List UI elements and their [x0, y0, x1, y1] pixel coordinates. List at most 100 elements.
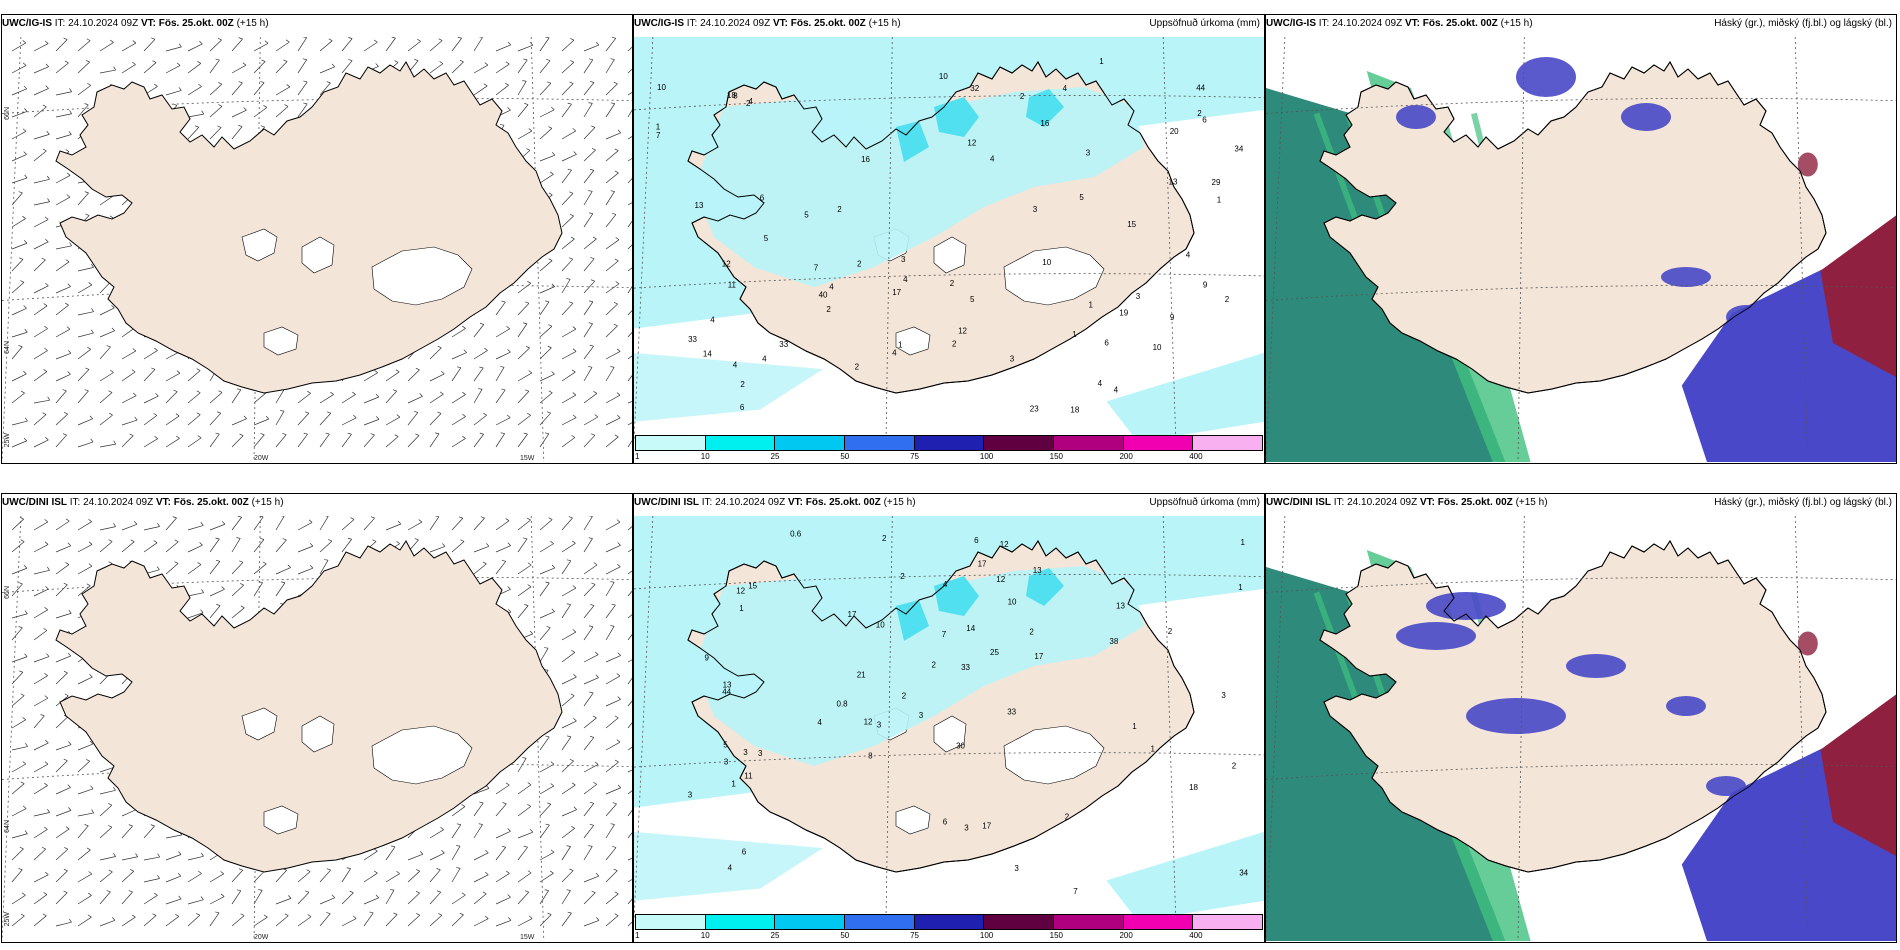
cloud-map: [1266, 516, 1896, 941]
grid-label: 66N: [4, 107, 11, 120]
precip-amount-label: 4: [1063, 84, 1068, 93]
precip-amount-label: 9: [1170, 313, 1175, 322]
colorbar-swatch: [1193, 436, 1263, 450]
colorbar-tick-label: 10: [700, 931, 710, 940]
precip-amount-label: 0.6: [790, 530, 802, 539]
precip-amount-label: 3: [1136, 292, 1141, 301]
precip-amount-label: 12: [958, 327, 967, 336]
precip-amount-label: 17: [892, 288, 901, 297]
precip-amount-label: 4: [892, 349, 897, 358]
precip-amount-label: 10: [657, 83, 666, 92]
colorbar-swatch: [1054, 436, 1124, 450]
colorbar-swatch: [984, 436, 1055, 450]
precip-amount-label: 2: [857, 260, 862, 269]
low-cloud: [1797, 631, 1896, 856]
precip-amount-label: 3: [724, 758, 729, 767]
precip-amount-label: 12: [996, 575, 1005, 584]
grid-label: 20W: [254, 455, 269, 462]
precip-amount-label: 19: [1119, 308, 1128, 317]
precip-amount-label: 1: [1238, 583, 1243, 592]
colorbar-tick-label: 100: [979, 931, 994, 940]
panel-title: UWC/DINI ISL IT: 24.10.2024 09Z VT: Fös.…: [1266, 497, 1548, 508]
precip-amount-label: 2: [1029, 628, 1034, 637]
precip-amount-label: 4: [749, 97, 754, 106]
precip-amount-label: 23: [1030, 405, 1039, 414]
precip-amount-label: 30: [956, 742, 965, 751]
precip-amount-label: 33: [1007, 708, 1016, 717]
colorbar-tick-label: 1: [635, 452, 640, 461]
grid-label: 64N: [4, 820, 11, 833]
precip-amount-label: 1: [1132, 722, 1137, 731]
valid-time: VT: Fös. 25.okt. 00Z: [1404, 18, 1498, 29]
colorbar-ticks: 1 10 25 50 75 100 150 200 400: [635, 452, 1263, 462]
low-cloud: [1797, 152, 1896, 377]
precip-amount-label: 17: [978, 560, 987, 569]
precip-amount-label: 2: [826, 305, 831, 314]
precip-amount-label: 2: [902, 692, 907, 701]
precip-amount-label: 5: [723, 740, 728, 749]
precip-amount-label: 44: [722, 688, 731, 697]
grid-label: 15W: [520, 934, 535, 941]
precip-amount-label: 1: [656, 122, 661, 131]
precip-amount-label: 12: [736, 587, 745, 596]
precip-amount-label: 3: [1086, 149, 1091, 158]
panel-title: UWC/IG-IS IT: 24.10.2024 09Z VT: Fös. 25…: [634, 18, 901, 29]
precip-map: 8911121712131813222412102125343038334433…: [634, 516, 1264, 921]
precip-amount-label: 2: [900, 572, 905, 581]
colorbar-tick-label: 50: [840, 452, 850, 461]
precip-amount-label: 10: [939, 72, 948, 81]
precip-amount-label: 3: [1014, 864, 1019, 873]
colorbar-swatch: [705, 436, 776, 450]
panel-top-left: UWC/IG-IS IT: 24.10.2024 09Z VT: Fös. 25…: [1, 14, 633, 464]
colorbar-tick-label: 400: [1189, 931, 1203, 940]
precip-amount-label: 4: [990, 155, 995, 164]
model-name: UWC/DINI ISL: [2, 497, 67, 508]
precip-amount-label: 6: [974, 536, 979, 545]
graticule: [634, 37, 1264, 442]
precip-amount-label: 3: [964, 823, 969, 832]
valid-time: VT: Fös. 25.okt. 00Z: [1419, 497, 1513, 508]
colorbar-swatch: [705, 915, 776, 929]
colorbar-swatch: [1193, 915, 1263, 929]
precip-amount-label: 3: [1010, 355, 1015, 364]
precip-amount-label: 16: [861, 155, 870, 164]
precip-amount-label: 3: [743, 748, 748, 757]
precip-amount-label: 10: [1153, 343, 1162, 352]
panel-bottom-middle: UWC/DINI ISL IT: 24.10.2024 09Z VT: Fös.…: [633, 493, 1265, 943]
precip-amount-label: 1: [1089, 300, 1094, 309]
init-time: IT: 24.10.2024 09Z: [69, 497, 154, 508]
precip-amount-label: 25: [990, 648, 999, 657]
init-time: IT: 24.10.2024 09Z: [701, 497, 786, 508]
precip-amount-label: 13: [1169, 178, 1178, 187]
variable-label: Háský (gr.), miðský (fj.bl.) og lágský (…: [1714, 18, 1892, 29]
precip-amount-label: 20: [1170, 127, 1179, 136]
colorbar-tick-label: 75: [910, 452, 920, 461]
colorbar-tick-label: 100: [979, 452, 994, 461]
precip-map: 3122121011161913104591810233433404433810…: [634, 37, 1264, 442]
precip-amount-label: 5: [1079, 193, 1084, 202]
precip-amount-label: 44: [1196, 83, 1205, 92]
colorbar-swatch: [845, 436, 915, 450]
colorbar-swatch: [636, 915, 706, 929]
precip-amount-label: 9: [705, 653, 710, 662]
precip-amount-label: 4: [710, 316, 715, 325]
precip-amount-label: 7: [1073, 887, 1078, 896]
precip-amount-label: 2: [1065, 813, 1070, 822]
precip-amount-label: 2: [952, 339, 957, 348]
colorbar-swatch: [636, 436, 706, 450]
variable-label: Uppsöfnuð úrkoma (mm): [1149, 18, 1260, 29]
precip-amount-label: 3: [901, 255, 906, 264]
precip-amount-label: 6: [1104, 339, 1109, 348]
precip-amount-label: 4: [818, 718, 823, 727]
precip-amount-label: 11: [728, 281, 737, 290]
colorbar-tick-label: 150: [1049, 452, 1064, 461]
init-time: IT: 24.10.2024 09Z: [1318, 18, 1403, 29]
precip-amount-label: 6: [742, 848, 747, 857]
precip-amount-label: 2: [932, 660, 937, 669]
precip-amount-labels: 8911121712131813222412102125343038334433…: [688, 530, 1249, 896]
precip-amount-label: 8: [733, 92, 738, 101]
panel-bottom-right: UWC/DINI ISL IT: 24.10.2024 09Z VT: Fös.…: [1265, 493, 1897, 943]
precip-amount-label: 14: [703, 350, 712, 359]
panel-title: UWC/DINI ISL IT: 24.10.2024 09Z VT: Fös.…: [634, 497, 916, 508]
precip-amount-label: 7: [942, 630, 947, 639]
